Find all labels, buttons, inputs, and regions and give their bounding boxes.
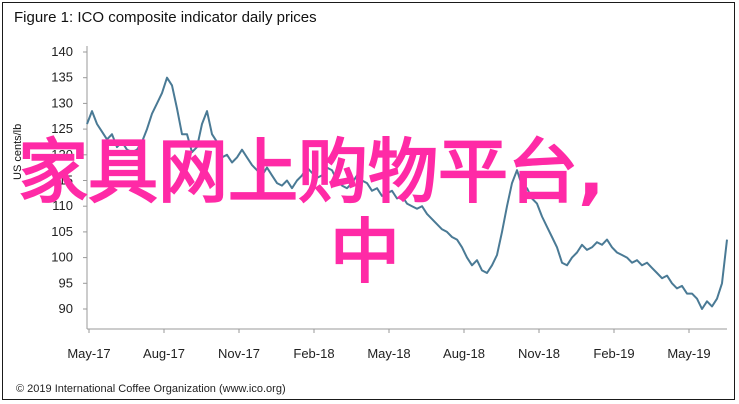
x-tick-label: May-17	[67, 346, 110, 361]
x-tick-label: Aug-17	[143, 346, 185, 361]
series-group	[86, 76, 728, 310]
y-tick-label: 115	[52, 173, 73, 188]
x-ticks: May-17 Aug-17 Nov-17 Feb-18 May-18 Aug-18 Nov-…	[67, 329, 711, 361]
y-tick-label: 125	[51, 121, 73, 136]
x-tick-label: Aug-18	[443, 346, 485, 361]
x-tick-label: Nov-17	[218, 346, 260, 361]
y-tick-label: 110	[52, 198, 73, 213]
y-tick-label: 100	[51, 250, 73, 265]
x-tick-label: Feb-18	[293, 346, 334, 361]
chart-title: Figure 1: ICO composite indicator daily …	[14, 9, 317, 26]
x-tick-label: May-18	[367, 346, 410, 361]
series-line	[86, 76, 728, 310]
chart-frame	[2, 2, 735, 400]
x-tick-label: May-19	[667, 346, 710, 361]
y-tick-label: 90	[59, 301, 73, 316]
y-tick-label: 120	[51, 147, 73, 162]
y-tick-label: 130	[51, 95, 73, 110]
y-tick-label: 135	[51, 70, 73, 85]
chart-axes	[86, 46, 727, 330]
y-tick-label: 140	[51, 44, 73, 59]
y-ticks: 90 95 100 105 110 115 120 125 130 135 140	[51, 44, 87, 316]
x-tick-label: Feb-19	[593, 346, 634, 361]
y-tick-label: 105	[51, 224, 73, 239]
copyright-footer: © 2019 International Coffee Organization…	[16, 383, 286, 395]
y-tick-label: 95	[59, 275, 73, 290]
x-tick-label: Nov-18	[518, 346, 560, 361]
